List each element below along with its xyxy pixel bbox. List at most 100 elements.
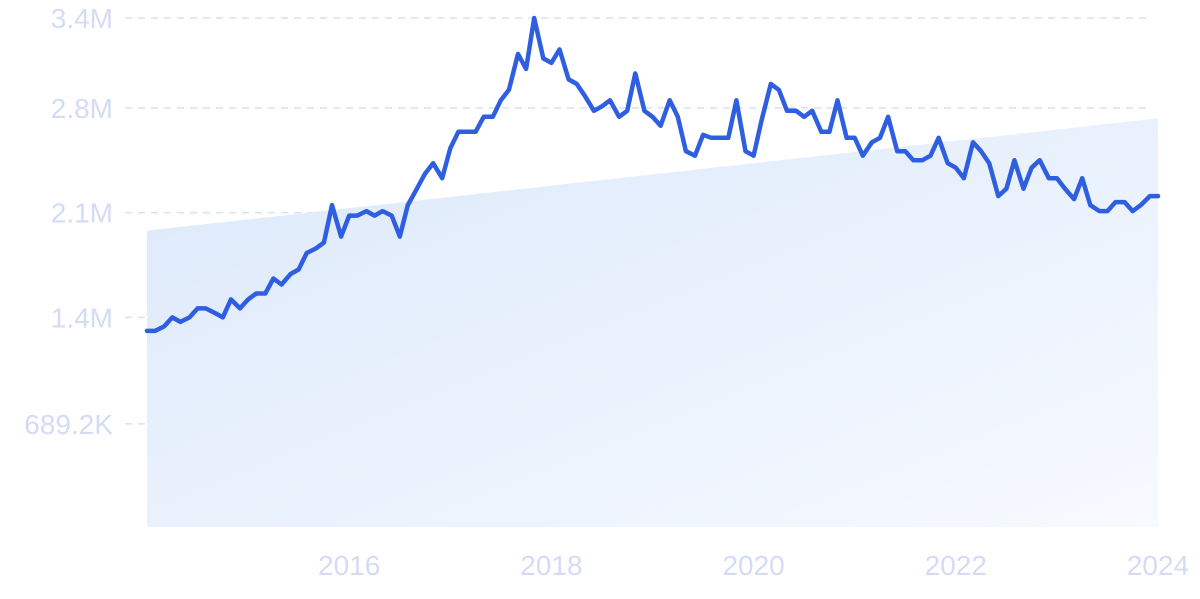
data-point bbox=[709, 136, 713, 139]
y-tick-label: 689.2K bbox=[24, 409, 113, 440]
x-axis-ticks: 2016 2018 2020 2022 2024 bbox=[318, 550, 1189, 581]
data-point bbox=[583, 94, 586, 98]
data-point bbox=[558, 48, 561, 51]
data-point bbox=[482, 115, 485, 119]
data-point bbox=[820, 130, 823, 133]
data-point bbox=[921, 159, 924, 162]
data-point bbox=[954, 166, 957, 169]
data-point bbox=[398, 235, 401, 238]
data-point bbox=[785, 109, 789, 113]
data-point bbox=[1123, 200, 1126, 204]
data-point bbox=[1047, 176, 1051, 180]
data-point bbox=[634, 72, 637, 75]
data-point bbox=[719, 136, 722, 139]
data-point bbox=[153, 329, 157, 333]
data-point bbox=[777, 88, 781, 92]
data-point bbox=[668, 99, 671, 102]
data-point bbox=[1131, 209, 1134, 213]
data-point bbox=[861, 154, 864, 157]
data-point bbox=[979, 150, 983, 153]
y-tick-label: 3.4M bbox=[51, 3, 113, 34]
data-point bbox=[188, 316, 191, 319]
data-point bbox=[381, 209, 384, 213]
y-tick-label: 1.4M bbox=[51, 302, 113, 333]
data-point bbox=[811, 109, 814, 113]
data-point bbox=[684, 150, 688, 153]
data-point bbox=[466, 130, 469, 133]
x-tick-label: 2020 bbox=[722, 550, 784, 581]
data-point bbox=[423, 172, 427, 175]
data-point bbox=[264, 292, 267, 295]
data-point bbox=[415, 187, 419, 190]
data-point bbox=[196, 307, 199, 310]
data-point bbox=[431, 162, 435, 165]
data-point bbox=[516, 52, 520, 56]
data-point bbox=[1022, 187, 1025, 190]
x-tick-label: 2018 bbox=[520, 550, 582, 581]
data-point bbox=[1030, 166, 1033, 169]
x-tick-label: 2016 bbox=[318, 550, 380, 581]
data-point bbox=[1038, 159, 1041, 162]
data-point bbox=[280, 283, 283, 286]
data-point bbox=[1114, 200, 1117, 204]
data-point bbox=[1156, 194, 1160, 198]
data-point bbox=[567, 78, 570, 81]
data-point bbox=[1148, 194, 1152, 198]
data-point bbox=[390, 214, 393, 217]
data-point bbox=[550, 61, 553, 65]
data-point bbox=[406, 203, 410, 207]
data-point bbox=[912, 159, 915, 162]
data-point bbox=[987, 162, 991, 165]
data-point bbox=[643, 109, 646, 113]
data-point bbox=[608, 99, 612, 102]
data-point bbox=[1080, 176, 1084, 180]
data-point bbox=[701, 133, 705, 136]
data-point bbox=[229, 298, 233, 301]
data-point bbox=[760, 118, 763, 122]
data-point bbox=[727, 136, 730, 139]
data-point bbox=[507, 88, 511, 92]
data-point bbox=[491, 115, 494, 119]
data-point bbox=[365, 209, 368, 213]
data-point bbox=[904, 150, 907, 153]
data-point bbox=[272, 277, 275, 280]
data-point bbox=[1013, 159, 1016, 162]
data-point bbox=[886, 115, 890, 119]
data-point bbox=[836, 99, 839, 102]
data-point bbox=[575, 82, 578, 86]
data-point bbox=[592, 109, 596, 113]
data-point bbox=[828, 130, 831, 133]
data-point bbox=[929, 154, 932, 157]
data-point bbox=[744, 150, 747, 153]
data-point bbox=[878, 136, 882, 139]
data-point bbox=[1063, 187, 1067, 190]
data-point bbox=[895, 150, 899, 153]
data-point bbox=[997, 194, 1000, 198]
data-point bbox=[1106, 209, 1109, 213]
data-point bbox=[735, 99, 738, 102]
data-point bbox=[162, 325, 166, 328]
data-point bbox=[542, 57, 545, 60]
data-point bbox=[322, 241, 326, 244]
data-point bbox=[305, 251, 308, 255]
data-point bbox=[213, 311, 216, 315]
data-point bbox=[1139, 203, 1143, 207]
x-tick-label: 2024 bbox=[1127, 550, 1189, 581]
data-point bbox=[524, 67, 528, 71]
data-point bbox=[845, 136, 848, 139]
data-point bbox=[1005, 187, 1008, 190]
y-tick-label: 2.8M bbox=[51, 93, 113, 124]
data-point bbox=[659, 124, 662, 127]
data-point bbox=[937, 136, 940, 139]
y-axis-ticks: 689.2K 1.4M 2.1M 2.8M 3.4M bbox=[24, 3, 113, 440]
data-point bbox=[676, 115, 679, 119]
data-point bbox=[289, 272, 292, 276]
data-point bbox=[769, 82, 772, 86]
data-point bbox=[254, 292, 258, 295]
data-point bbox=[330, 203, 334, 207]
data-point bbox=[171, 316, 174, 319]
data-point bbox=[221, 316, 225, 319]
data-point bbox=[339, 235, 343, 238]
data-point bbox=[145, 329, 149, 333]
